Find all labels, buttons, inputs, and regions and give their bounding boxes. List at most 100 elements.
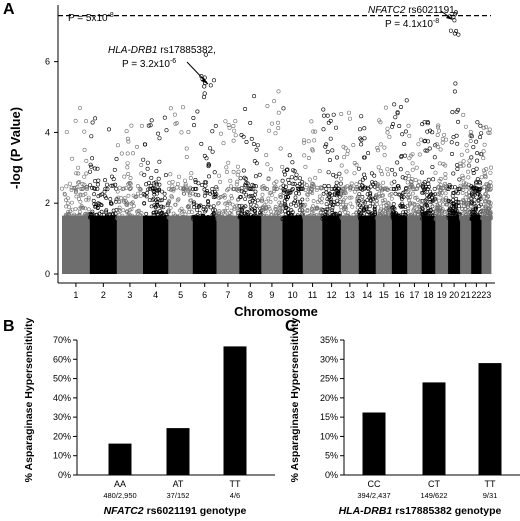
snp-point xyxy=(196,193,201,198)
snp-point xyxy=(273,131,278,136)
snp-point xyxy=(294,203,298,208)
snp-point xyxy=(350,204,355,209)
snp-point xyxy=(109,212,114,217)
snp-point xyxy=(113,211,118,216)
snp-point xyxy=(471,171,476,176)
snp-point xyxy=(127,181,132,186)
snp-point xyxy=(426,184,431,189)
snp-point xyxy=(257,172,262,177)
snp-point xyxy=(463,202,468,206)
snp-point xyxy=(244,181,249,186)
snp-point xyxy=(287,153,292,158)
snp-point xyxy=(163,173,168,178)
snp-point xyxy=(261,214,265,218)
snp-point xyxy=(436,212,441,217)
snp-point xyxy=(216,200,221,205)
bar-chart-nfatc2: 0% 10% 20% 30% 40% 50% 60% 70% AA 480/2,950 AT 37/1… xyxy=(23,317,275,517)
snp-point xyxy=(128,186,133,191)
snp-point xyxy=(225,188,230,193)
a-y-ticks: 0 2 4 6 xyxy=(45,57,58,279)
snp-point xyxy=(466,169,471,174)
snp-point xyxy=(194,186,199,191)
snp-point xyxy=(97,201,102,206)
a-y-axis-label: -log (P Value) xyxy=(8,107,23,189)
snp-point xyxy=(200,183,205,188)
snp-point xyxy=(112,167,117,172)
snp-point xyxy=(156,131,161,136)
snp-point xyxy=(235,164,240,169)
chromosome-9-band xyxy=(261,215,283,274)
snp-point xyxy=(107,127,112,132)
snp-point xyxy=(124,209,129,214)
a-x-tick-label: 16 xyxy=(395,290,405,300)
snp-point xyxy=(479,186,484,191)
snp-point xyxy=(446,198,451,203)
snp-point xyxy=(334,193,339,198)
snp-point xyxy=(210,129,215,134)
snp-point xyxy=(372,184,377,189)
snp-point xyxy=(249,136,254,141)
snp-point xyxy=(390,122,395,127)
snp-point xyxy=(187,207,192,212)
snp-point xyxy=(156,213,160,217)
snp-point xyxy=(315,200,320,204)
snp-point xyxy=(456,119,461,124)
snp-point xyxy=(432,186,437,191)
snp-point xyxy=(147,180,152,185)
snp-point xyxy=(203,209,208,214)
snp-point xyxy=(365,198,370,203)
snp-point xyxy=(337,187,342,192)
snp-point xyxy=(375,202,379,207)
snp-point xyxy=(188,176,193,181)
snp-point xyxy=(95,166,100,171)
snp-point xyxy=(116,216,120,221)
snp-point xyxy=(420,122,425,127)
snp-point xyxy=(206,162,211,167)
snp-point xyxy=(405,180,410,185)
snp-point xyxy=(346,110,351,115)
snp-point xyxy=(415,217,420,222)
snp-point xyxy=(407,133,412,138)
snp-point xyxy=(479,202,483,207)
snp-point xyxy=(131,204,136,208)
snp-point xyxy=(105,187,110,192)
snp-point xyxy=(394,211,399,216)
snp-point xyxy=(285,194,290,199)
snp-point xyxy=(339,176,344,181)
snp-point xyxy=(327,204,332,209)
snp-point xyxy=(260,192,265,197)
snp-point xyxy=(103,186,108,191)
snp-point xyxy=(325,113,330,118)
snp-point xyxy=(377,118,382,123)
snp-point xyxy=(109,183,114,188)
hla-annotation-arrowhead xyxy=(201,78,208,84)
snp-point xyxy=(278,185,283,190)
snp-point xyxy=(149,204,154,209)
snp-point xyxy=(324,142,329,147)
snp-point xyxy=(362,216,367,221)
snp-point xyxy=(277,204,282,209)
snp-point xyxy=(177,174,182,179)
y-tick-label: 35% xyxy=(320,335,338,345)
snp-point xyxy=(468,129,473,134)
snp-point xyxy=(78,199,83,204)
snp-point xyxy=(212,170,217,175)
snp-point xyxy=(164,128,169,133)
snp-point xyxy=(280,164,285,169)
snp-point xyxy=(70,200,74,205)
snp-point xyxy=(229,208,234,213)
snp-point xyxy=(149,118,154,123)
snp-point xyxy=(278,146,283,151)
snp-point xyxy=(167,199,172,204)
snp-point xyxy=(311,209,316,214)
snp-point xyxy=(334,155,339,160)
a-x-tick-label: 1 xyxy=(73,290,78,300)
snp-point xyxy=(124,129,129,134)
snp-point xyxy=(468,139,473,144)
snp-point xyxy=(461,211,466,216)
snp-point xyxy=(448,28,453,33)
snp-point xyxy=(135,209,139,214)
snp-point xyxy=(409,180,414,185)
snp-point xyxy=(117,205,122,210)
snp-point xyxy=(122,174,127,179)
